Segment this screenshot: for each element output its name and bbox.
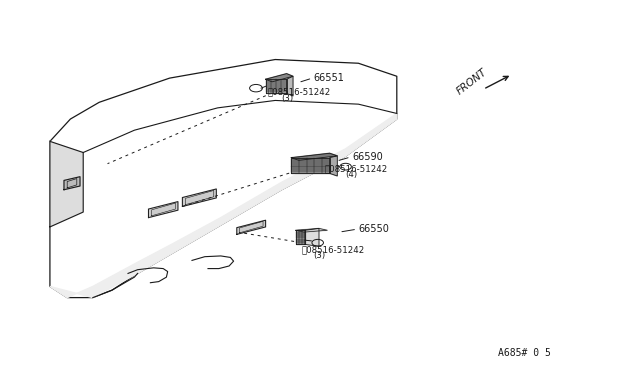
Polygon shape	[291, 158, 330, 173]
Polygon shape	[291, 153, 337, 160]
Polygon shape	[182, 189, 216, 206]
Polygon shape	[305, 228, 319, 246]
Text: Ⓢ08516-51242: Ⓢ08516-51242	[268, 88, 331, 97]
Polygon shape	[50, 113, 397, 298]
Text: (3): (3)	[282, 94, 294, 103]
Text: (4): (4)	[346, 170, 358, 179]
Polygon shape	[287, 76, 293, 96]
Polygon shape	[50, 141, 83, 227]
Polygon shape	[50, 60, 397, 298]
Polygon shape	[148, 202, 178, 218]
Text: 66551: 66551	[314, 73, 344, 83]
Text: Ⓢ08516-51242: Ⓢ08516-51242	[324, 164, 388, 173]
Polygon shape	[64, 177, 80, 190]
Polygon shape	[296, 228, 327, 232]
Text: FRONT: FRONT	[454, 67, 488, 97]
Text: (3): (3)	[314, 251, 326, 260]
Text: 66550: 66550	[358, 224, 389, 234]
Text: 66590: 66590	[352, 152, 383, 162]
Polygon shape	[266, 74, 293, 82]
Polygon shape	[237, 220, 266, 234]
Polygon shape	[266, 79, 287, 93]
Text: Ⓢ08516-51242: Ⓢ08516-51242	[302, 246, 365, 254]
Polygon shape	[330, 156, 337, 176]
Text: A685# 0 5: A685# 0 5	[499, 348, 551, 358]
Polygon shape	[296, 230, 305, 244]
